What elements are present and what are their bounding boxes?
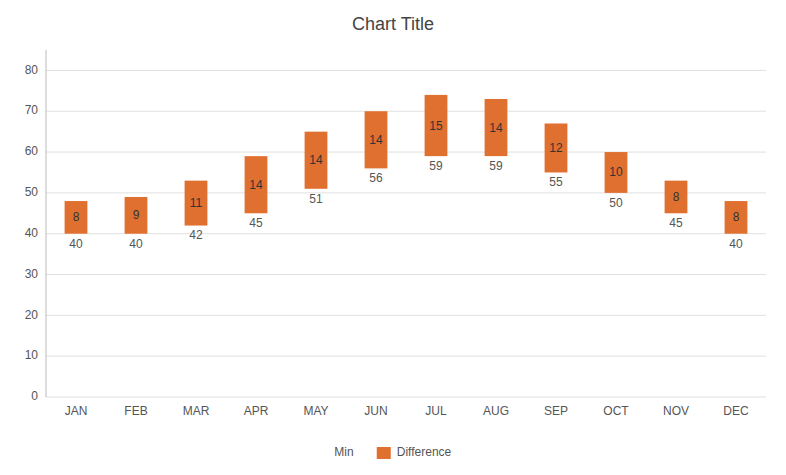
x-tick-label: APR [244,404,269,418]
title: Chart Title [352,14,434,34]
x-tick-label: NOV [663,404,689,418]
bar-segment [485,99,508,156]
data-label: 8 [73,210,80,224]
x-tick-label: MAY [303,404,328,418]
data-label: 12 [549,141,563,155]
y-tick-label: 0 [31,389,38,403]
x-tick-label: JUN [364,404,387,418]
grid [46,70,766,397]
data-label: 51 [309,192,323,206]
bar-segment [545,123,568,172]
grid-line [46,233,766,234]
bar-segment-hidden [65,234,88,397]
grid-line [46,152,766,153]
data-label: 8 [733,210,740,224]
bar-segment [245,156,268,213]
x-tick-label: FEB [124,404,147,418]
data-label: 8 [673,190,680,204]
x-tick-label: AUG [483,404,509,418]
bar-segment-hidden [425,156,448,397]
x-tick-label: SEP [544,404,568,418]
y-tick-label: 60 [25,144,39,158]
x-tick-label: DEC [723,404,749,418]
chart: Chart Title 0 10 20 30 40 50 60 70 80 40 8 40 9 42 11 45… [0,0,786,475]
data-label: 40 [69,237,83,251]
y-tick-label: 40 [25,226,39,240]
data-label: 55 [549,175,563,189]
data-label: 14 [489,121,503,135]
bar-segment [365,111,388,168]
data-label: 14 [369,133,383,147]
y-tick-label: 30 [25,267,39,281]
data-labels: 40 8 40 9 42 11 45 14 51 14 56 14 59 15 59 14 55 12 50 10 45… [69,119,743,251]
bar-segment-hidden [605,193,628,397]
data-label: 15 [429,119,443,133]
x-tick-label: MAR [183,404,210,418]
data-label: 45 [669,216,683,230]
data-label: 10 [609,165,623,179]
grid-line [46,192,766,193]
chart-container: Chart Title 0 10 20 30 40 50 60 70 80 40 8 40 9 42 11 45… [0,0,786,475]
data-label: 42 [189,228,203,242]
bar-segment-hidden [305,189,328,397]
legend-label: Min [334,445,353,459]
legend-swatch [377,447,391,459]
grid-line [46,70,766,71]
bar-segment-hidden [725,234,748,397]
x-tick-label: OCT [603,404,629,418]
bar-segment [125,197,148,234]
bar-segment [425,95,448,156]
bar-segment-hidden [245,213,268,397]
y-tick-label: 80 [25,63,39,77]
y-tick-label: 50 [25,185,39,199]
bar-segment [185,181,208,226]
legend: Min Difference [314,445,451,459]
grid-line [46,315,766,316]
data-label: 40 [129,237,143,251]
bar-segment-hidden [185,226,208,397]
bar-segment [725,201,748,234]
bar-segment [665,181,688,214]
bar-segment [605,152,628,193]
x-tick-label: JUL [425,404,447,418]
data-label: 9 [133,208,140,222]
data-label: 45 [249,216,263,230]
data-label: 14 [249,178,263,192]
data-label: 50 [609,196,623,210]
data-label: 40 [729,237,743,251]
bar-segment-hidden [545,172,568,397]
bar-segment-hidden [485,156,508,397]
grid-line [46,274,766,275]
grid-line [46,356,766,357]
bar-segment-hidden [125,234,148,397]
legend-swatch [314,447,328,459]
legend-label: Difference [397,445,452,459]
grid-line [46,397,766,398]
y-tick-label: 70 [25,103,39,117]
bar-segment-hidden [665,213,688,397]
data-label: 59 [489,159,503,173]
x-tick-label: JAN [65,404,88,418]
grid-line [46,111,766,112]
data-label: 59 [429,159,443,173]
bar-segment-hidden [365,168,388,397]
data-label: 56 [369,171,383,185]
bars [65,95,748,397]
data-label: 11 [190,196,203,210]
y-tick-label: 10 [25,348,39,362]
y-tick-label: 20 [25,308,39,322]
data-label: 14 [309,153,323,167]
y-axis-line [46,50,47,397]
bar-segment [65,201,88,234]
bar-segment [305,132,328,189]
